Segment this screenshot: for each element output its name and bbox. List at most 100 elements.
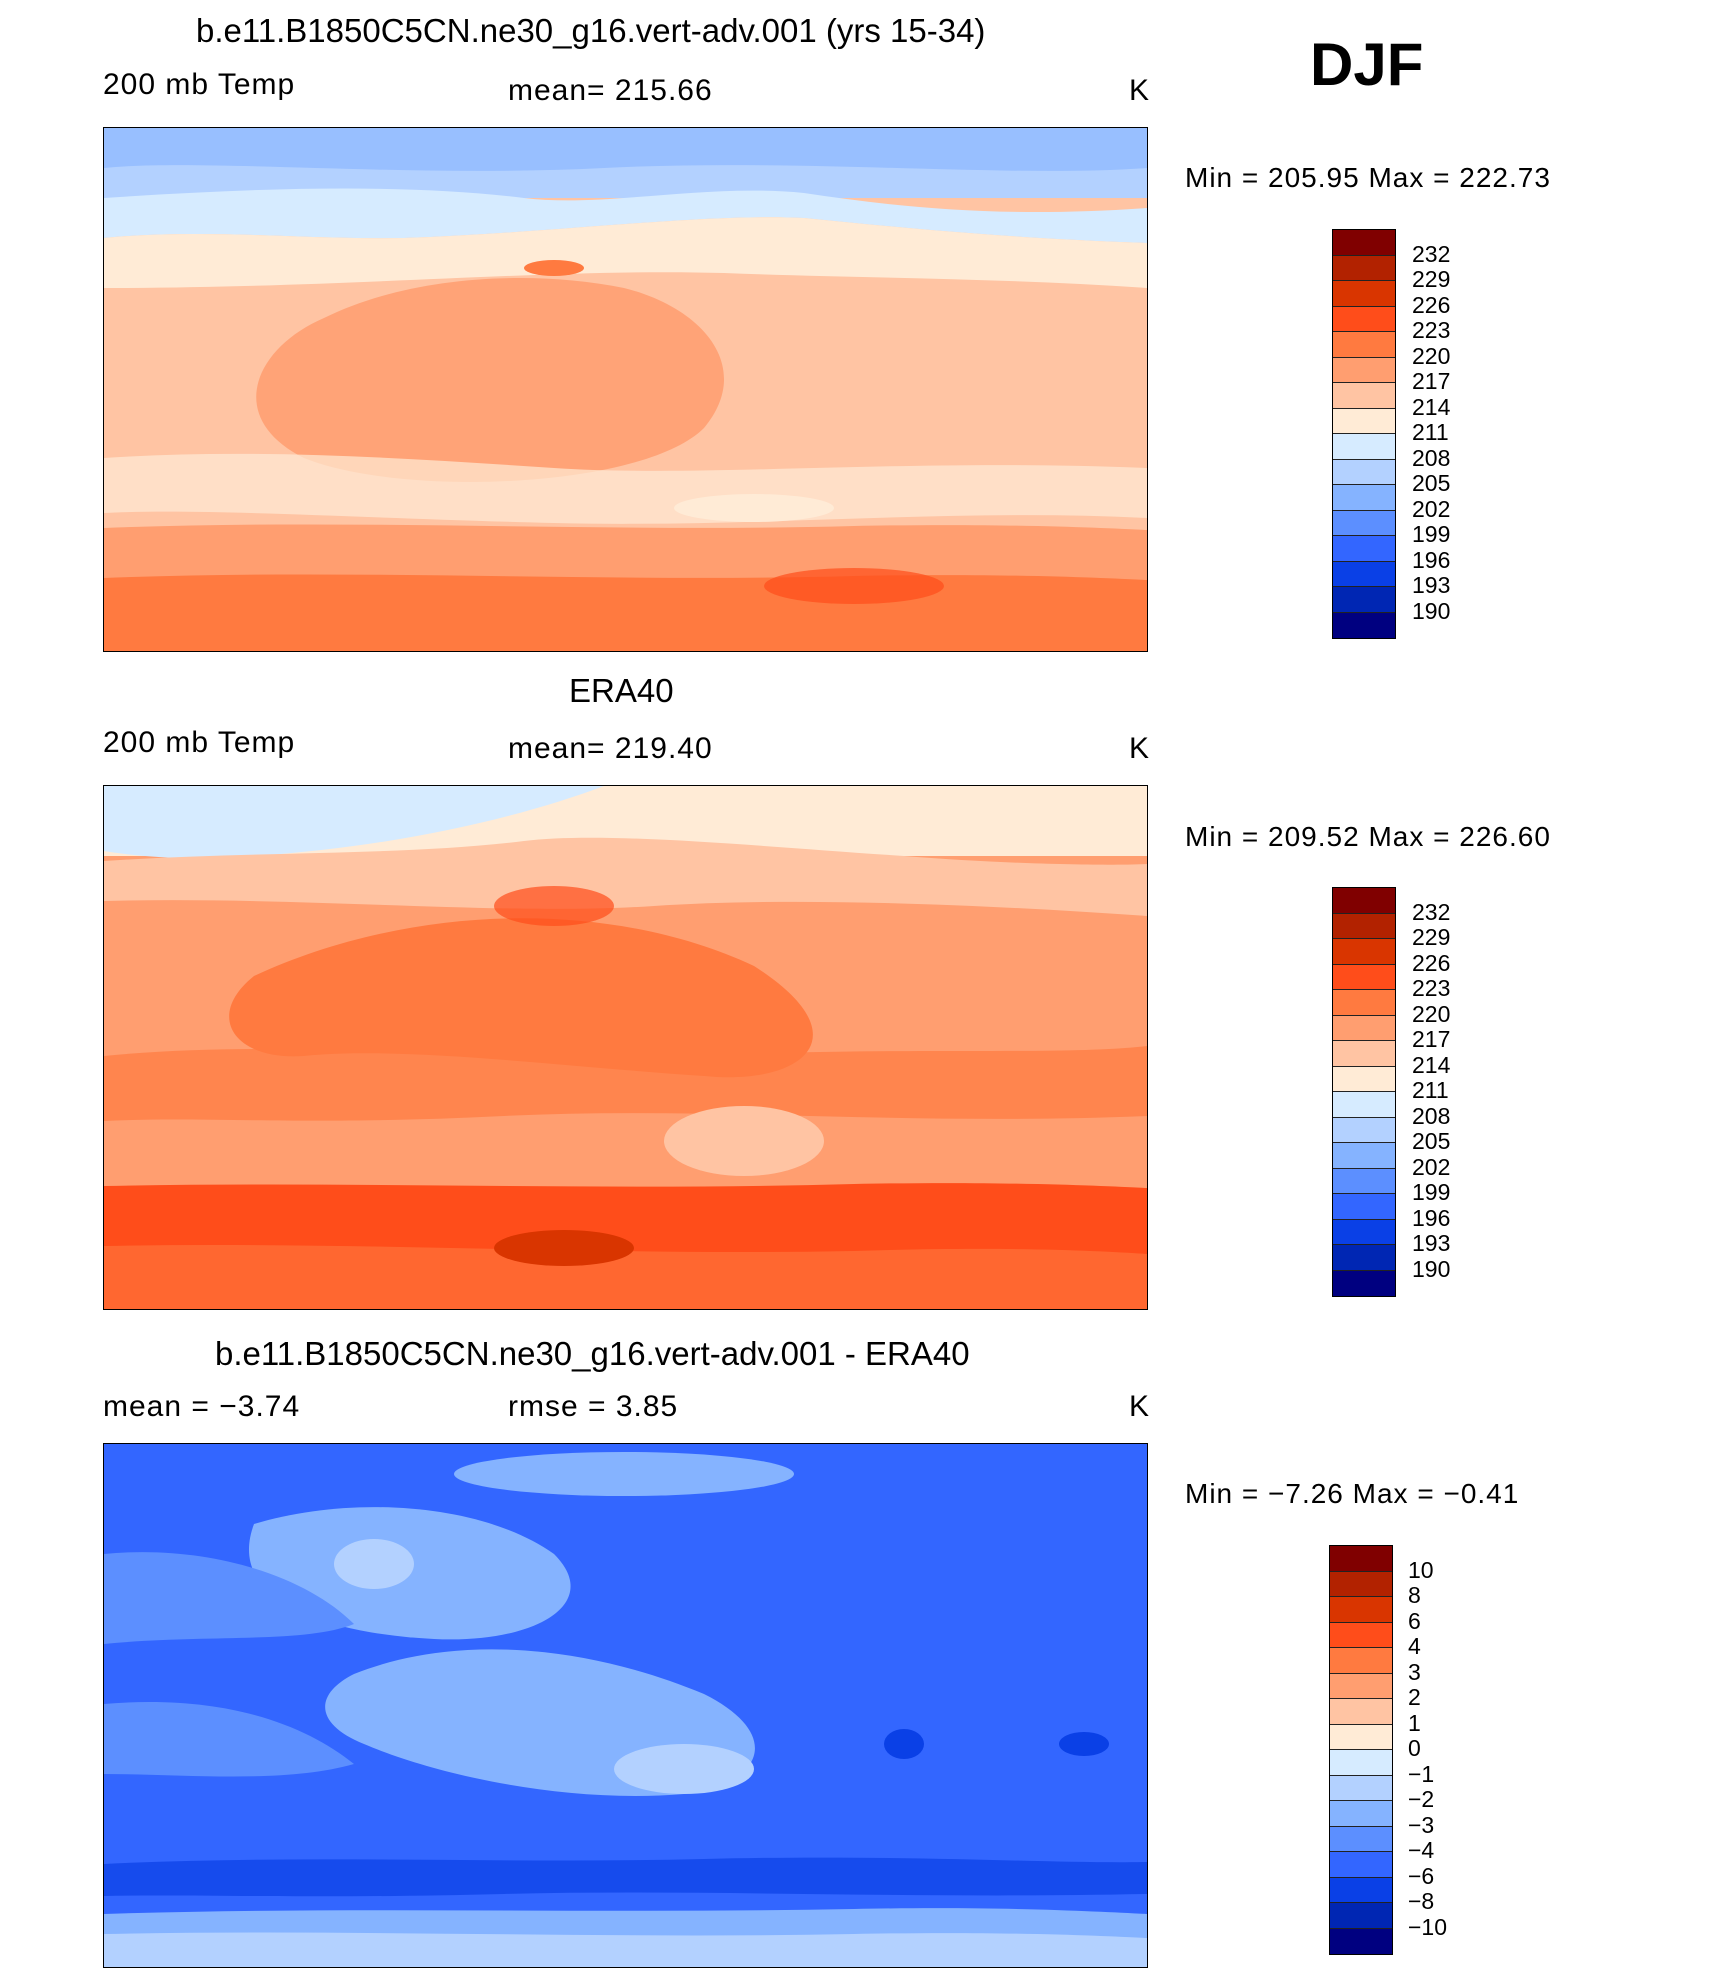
panel2-map [103, 785, 1148, 1310]
colorbar-label: 205 [1412, 470, 1451, 497]
colorbar-swatch [1333, 459, 1395, 485]
colorbar-swatch [1333, 612, 1395, 638]
colorbar-swatch [1330, 1775, 1392, 1801]
colorbar-swatch [1333, 281, 1395, 307]
colorbar-swatch [1330, 1622, 1392, 1648]
colorbar-label: 211 [1412, 419, 1449, 446]
colorbar-label: −4 [1408, 1837, 1435, 1864]
colorbar-swatch [1333, 1245, 1395, 1271]
colorbar-swatch [1330, 1724, 1392, 1750]
colorbar-swatch [1330, 1597, 1392, 1623]
colorbar-label: 190 [1412, 1255, 1451, 1282]
colorbar-label: 229 [1412, 924, 1451, 951]
panel2-colorbar [1332, 887, 1396, 1297]
colorbar-label: 232 [1412, 240, 1451, 267]
panel3-minmax: Min = −7.26 Max = −0.41 [1185, 1478, 1520, 1509]
colorbar-swatch [1333, 939, 1395, 965]
colorbar-swatch [1333, 1219, 1395, 1245]
colorbar-swatch [1333, 913, 1395, 939]
colorbar-label: 223 [1412, 975, 1451, 1002]
colorbar-label: 193 [1412, 1230, 1451, 1257]
panel3-map [103, 1443, 1148, 1968]
colorbar-label: 1 [1408, 1709, 1421, 1736]
colorbar-label: 190 [1412, 597, 1451, 624]
colorbar-label: 0 [1408, 1735, 1421, 1762]
colorbar-label: 10 [1408, 1556, 1434, 1583]
colorbar-swatch [1333, 1041, 1395, 1067]
colorbar-label: 220 [1412, 1000, 1451, 1027]
colorbar-label: 208 [1412, 444, 1451, 471]
panel1-map [103, 127, 1148, 652]
panel3-units: K [1129, 1390, 1151, 1423]
colorbar-swatch [1333, 1066, 1395, 1092]
panel1-colorbar [1332, 229, 1396, 639]
colorbar-label: 199 [1412, 521, 1451, 548]
colorbar-label: 226 [1412, 949, 1451, 976]
colorbar-swatch [1330, 1571, 1392, 1597]
colorbar-swatch [1333, 561, 1395, 587]
colorbar-label: 8 [1408, 1582, 1421, 1609]
colorbar-swatch [1333, 1015, 1395, 1041]
colorbar-label: −10 [1408, 1913, 1448, 1940]
colorbar-label: 4 [1408, 1633, 1421, 1660]
panel3-rmse: rmse = 3.85 [508, 1390, 679, 1423]
colorbar-swatch [1333, 332, 1395, 358]
colorbar-swatch [1333, 1143, 1395, 1169]
colorbar-swatch [1333, 964, 1395, 990]
colorbar-label: −3 [1408, 1811, 1435, 1838]
colorbar-swatch [1330, 1801, 1392, 1827]
colorbar-label: −6 [1408, 1862, 1435, 1889]
colorbar-swatch [1333, 1168, 1395, 1194]
panel2-units: K [1129, 732, 1151, 765]
colorbar-swatch [1333, 255, 1395, 281]
colorbar-label: 6 [1408, 1607, 1421, 1634]
colorbar-label: 193 [1412, 572, 1451, 599]
colorbar-label: 2 [1408, 1684, 1421, 1711]
colorbar-swatch [1330, 1546, 1392, 1572]
colorbar-label: 196 [1412, 546, 1451, 573]
colorbar-swatch [1330, 1877, 1392, 1903]
panel3-colorbar [1329, 1545, 1393, 1955]
colorbar-label: 214 [1412, 1051, 1451, 1078]
colorbar-label: 199 [1412, 1179, 1451, 1206]
colorbar-swatch [1333, 587, 1395, 613]
panel1-mean: mean= 215.66 [508, 74, 713, 107]
colorbar-label: 217 [1412, 1026, 1451, 1053]
panel3-title: b.e11.B1850C5CN.ne30_g16.vert-adv.001 - … [215, 1335, 970, 1372]
colorbar-label: −2 [1408, 1786, 1435, 1813]
colorbar-swatch [1333, 485, 1395, 511]
colorbar-swatch [1333, 888, 1395, 914]
colorbar-label: 229 [1412, 266, 1451, 293]
colorbar-swatch [1333, 1092, 1395, 1118]
colorbar-swatch [1333, 1194, 1395, 1220]
colorbar-swatch [1333, 434, 1395, 460]
colorbar-swatch [1333, 1270, 1395, 1296]
colorbar-swatch [1330, 1903, 1392, 1929]
colorbar-label: 220 [1412, 342, 1451, 369]
colorbar-swatch [1333, 306, 1395, 332]
colorbar-swatch [1330, 1648, 1392, 1674]
panel1-title: b.e11.B1850C5CN.ne30_g16.vert-adv.001 (y… [196, 12, 986, 49]
colorbar-label: 205 [1412, 1128, 1451, 1155]
colorbar-swatch [1330, 1699, 1392, 1725]
colorbar-label: 217 [1412, 368, 1451, 395]
colorbar-label: 211 [1412, 1077, 1449, 1104]
colorbar-label: −8 [1408, 1888, 1435, 1915]
colorbar-label: 232 [1412, 898, 1451, 925]
panel1-variable: 200 mb Temp [103, 68, 296, 101]
panel3-mean: mean = −3.74 [103, 1390, 301, 1423]
colorbar-swatch [1330, 1826, 1392, 1852]
panel1-minmax: Min = 205.95 Max = 222.73 [1185, 162, 1551, 193]
colorbar-label: 196 [1412, 1204, 1451, 1231]
colorbar-label: 202 [1412, 495, 1451, 522]
colorbar-swatch [1330, 1928, 1392, 1954]
panel2-title: ERA40 [569, 672, 674, 709]
panel2-minmax: Min = 209.52 Max = 226.60 [1185, 821, 1551, 852]
colorbar-label: 208 [1412, 1102, 1451, 1129]
colorbar-swatch [1333, 383, 1395, 409]
colorbar-label: 214 [1412, 393, 1451, 420]
colorbar-swatch [1330, 1673, 1392, 1699]
colorbar-label: 3 [1408, 1658, 1421, 1685]
colorbar-swatch [1333, 408, 1395, 434]
colorbar-label: 202 [1412, 1153, 1451, 1180]
